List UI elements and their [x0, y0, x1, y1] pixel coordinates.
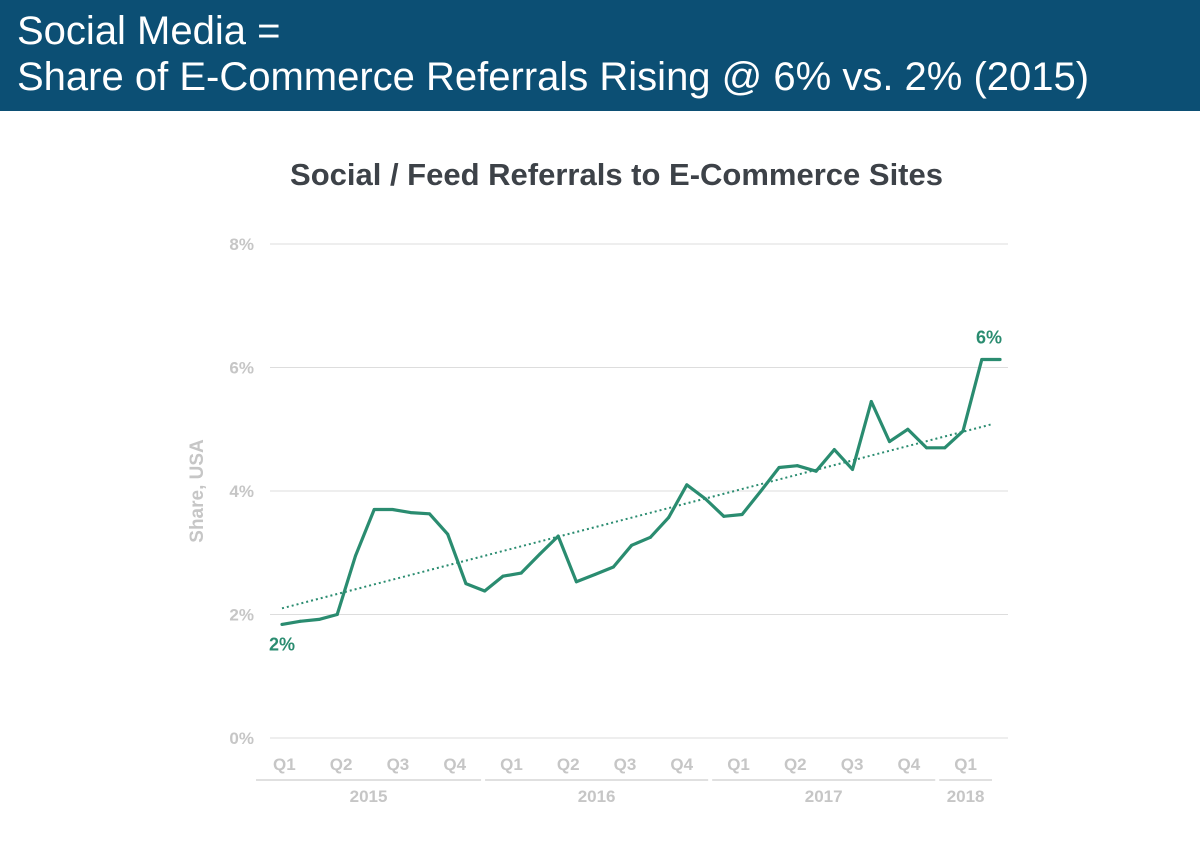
y-tick-label: 8%: [229, 235, 254, 254]
data-point: [832, 448, 836, 452]
data-point: [795, 464, 799, 468]
trend-line: [281, 423, 992, 610]
data-point: [630, 543, 634, 547]
x-tick-label: Q3: [614, 755, 637, 774]
data-point: [335, 613, 339, 616]
data-point: [685, 483, 689, 487]
x-tick-label: Q3: [841, 755, 864, 774]
data-point: [906, 427, 910, 431]
data-point: [943, 446, 947, 450]
x-tick-label: Q1: [273, 755, 296, 774]
data-point: [519, 571, 523, 575]
data-point: [925, 446, 929, 450]
data-point: [648, 535, 652, 539]
data-point: [869, 399, 873, 403]
chart-title: Social / Feed Referrals to E-Commerce Si…: [290, 157, 943, 192]
x-tick-label: Q2: [784, 755, 807, 774]
data-label: 6%: [976, 327, 1002, 347]
year-label: 2015: [350, 787, 388, 806]
data-point: [317, 617, 321, 621]
year-label: 2018: [947, 787, 985, 806]
data-point: [667, 516, 671, 520]
data-point: [372, 508, 376, 512]
data-point: [574, 580, 578, 584]
x-tick-label: Q4: [898, 755, 921, 774]
y-tick-label: 0%: [229, 729, 254, 748]
data-label: 2%: [269, 634, 295, 654]
data-point: [427, 512, 431, 516]
data-point: [353, 554, 357, 558]
x-tick-label: Q1: [727, 755, 750, 774]
data-point: [777, 466, 781, 470]
data-point: [759, 489, 763, 493]
x-tick-label: Q4: [443, 755, 466, 774]
data-point: [483, 589, 487, 593]
year-label: 2017: [805, 787, 843, 806]
y-tick-label: 6%: [229, 359, 254, 378]
slide-header: Social Media = Share of E-Commerce Refer…: [0, 0, 1200, 111]
year-label: 2016: [578, 787, 616, 806]
data-point: [593, 572, 597, 576]
slide-title-line-1: Social Media =: [17, 9, 281, 53]
data-point: [980, 357, 984, 361]
data-point: [888, 440, 892, 444]
data-point: [464, 582, 468, 586]
x-tick-label: Q1: [954, 755, 977, 774]
y-tick-label: 2%: [229, 606, 254, 625]
data-point: [851, 467, 855, 471]
series-line: [280, 357, 1002, 627]
data-point: [740, 512, 744, 516]
data-point: [446, 532, 450, 536]
data-point: [298, 619, 302, 623]
data-point: [722, 514, 726, 518]
y-tick-label: 4%: [229, 482, 254, 501]
slide-title-line-2: Share of E-Commerce Referrals Rising @ 6…: [17, 55, 1090, 99]
data-point: [390, 508, 394, 512]
x-tick-label: Q2: [330, 755, 353, 774]
data-point: [611, 565, 615, 569]
x-tick-label: Q2: [557, 755, 580, 774]
data-point: [538, 552, 542, 556]
x-tick-label: Q4: [670, 755, 693, 774]
x-tick-label: Q3: [387, 755, 410, 774]
data-point: [280, 622, 284, 626]
data-point: [409, 511, 413, 515]
data-point: [501, 574, 505, 578]
x-tick-label: Q1: [500, 755, 523, 774]
data-point: [961, 429, 965, 433]
y-axis-label: Share, USA: [187, 439, 208, 543]
data-point: [998, 357, 1002, 361]
